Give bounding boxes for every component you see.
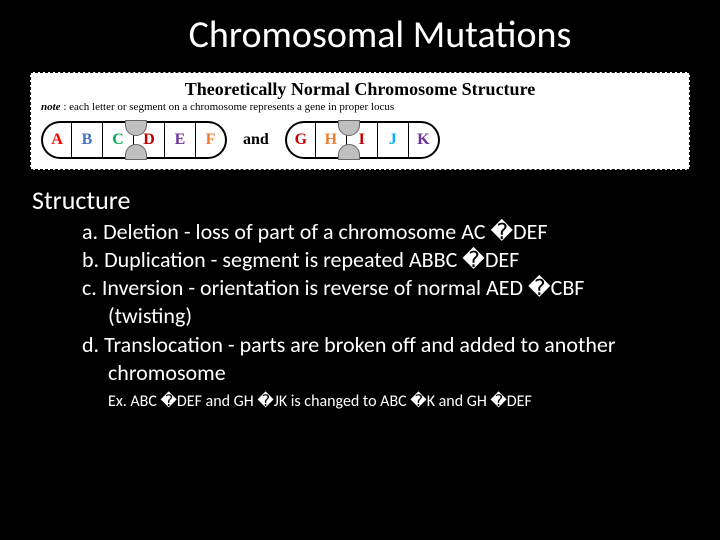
chromosome-1: A B C D E F	[41, 121, 227, 159]
item-inversion-sub: (twisting)	[82, 302, 690, 330]
seg-a: A	[41, 121, 72, 159]
item-translocation: d. Translocation - parts are broken off …	[82, 331, 690, 359]
mutation-list: a. Deletion - loss of part of a chromoso…	[30, 218, 690, 387]
chromosome-panel: Theoretically Normal Chromosome Structur…	[30, 72, 690, 170]
note-label: note	[41, 101, 61, 113]
seg-e: E	[165, 121, 196, 159]
seg-c: C	[103, 121, 134, 159]
and-label: and	[243, 131, 269, 149]
panel-heading: Theoretically Normal Chromosome Structur…	[41, 79, 679, 100]
seg-i: I	[347, 121, 378, 159]
structure-header: Structure	[32, 184, 690, 216]
seg-f: F	[196, 121, 227, 159]
chromosome-row: A B C D E F and G H I J K	[41, 121, 679, 159]
item-translocation-sub: chromosome	[82, 359, 690, 387]
item-inversion: c. Inversion - orientation is reverse of…	[82, 274, 690, 302]
seg-j: J	[378, 121, 409, 159]
seg-g: G	[285, 121, 316, 159]
note-text: : each letter or segment on a chromosome…	[61, 101, 395, 113]
panel-note: note : each letter or segment on a chrom…	[41, 101, 679, 113]
example-line: Ex. ABC �DEF and GH �JK is changed to AB…	[30, 391, 690, 411]
chromosome-2: G H I J K	[285, 121, 440, 159]
item-duplication: b. Duplication - segment is repeated ABB…	[82, 246, 690, 274]
seg-b: B	[72, 121, 103, 159]
seg-k: K	[409, 121, 440, 159]
seg-h: H	[316, 121, 347, 159]
seg-d: D	[134, 121, 165, 159]
item-deletion: a. Deletion - loss of part of a chromoso…	[82, 218, 690, 246]
slide-title: Chromosomal Mutations	[30, 12, 690, 58]
